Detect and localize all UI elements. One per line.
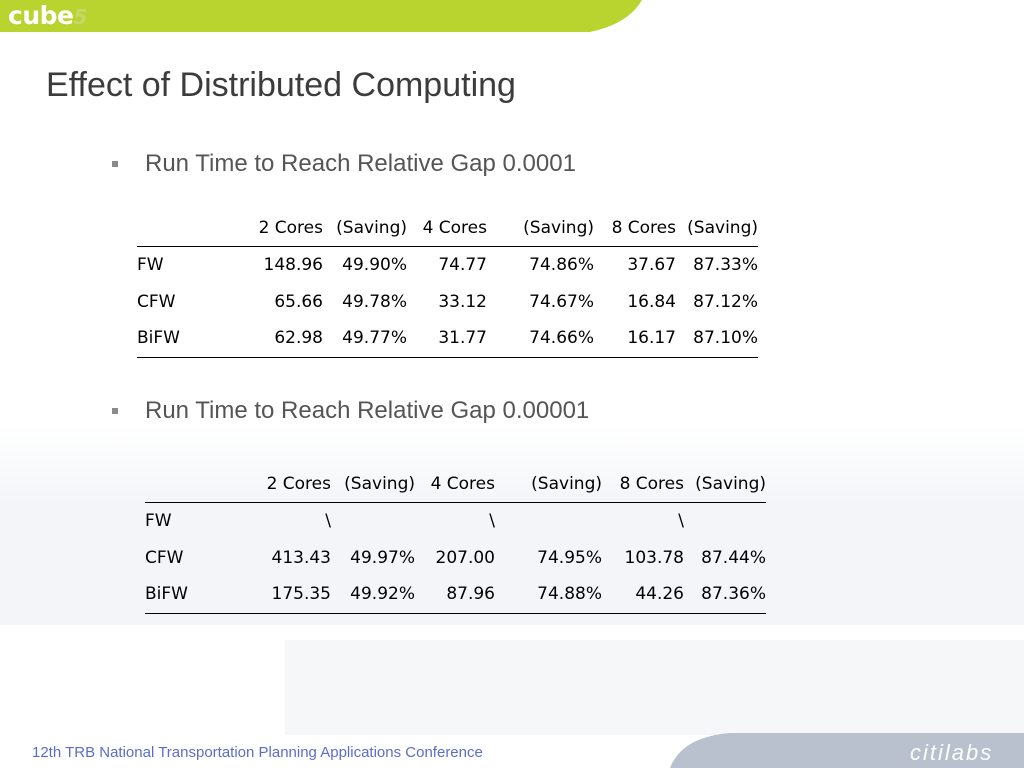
table-cell: \ <box>325 511 331 532</box>
bullet-marker-icon <box>112 161 118 167</box>
table-cell: 87.10% <box>676 320 758 358</box>
row-label: CFW <box>137 291 176 312</box>
table-cell <box>495 503 602 540</box>
table-row: BiFW 175.35 49.92% 87.96 74.88% 44.26 87… <box>145 576 766 614</box>
table-cell: 207.00 <box>435 547 495 568</box>
footer-banner <box>670 733 1024 768</box>
table-cell: 87.96 <box>415 576 495 614</box>
table-cell: 49.97% <box>350 547 415 568</box>
table-cell: 87.33% <box>693 255 758 276</box>
table-cell: 74.95% <box>537 547 602 568</box>
table-cell: 103.78 <box>624 547 684 568</box>
table-header-row: 2 Cores (Saving) 4 Cores (Saving) 8 Core… <box>137 210 758 247</box>
table-cell <box>331 503 415 540</box>
table-cell: 49.78% <box>342 291 407 312</box>
header-cell: (Saving) <box>323 210 407 247</box>
header-cell: (Saving) <box>684 466 766 503</box>
header-cell: 8 Cores <box>594 210 676 247</box>
table-row: CFW 65.66 49.78% 33.12 74.67% 16.84 87.1… <box>137 284 758 321</box>
table-cell: 74.66% <box>487 320 594 358</box>
header-cell <box>137 210 241 247</box>
table-cell: 31.77 <box>407 320 487 358</box>
logo-version: 5 <box>73 5 87 29</box>
table-cell: 87.44% <box>701 547 766 568</box>
table-cell: 16.84 <box>627 291 676 312</box>
runtime-table-gap-00001: 2 Cores (Saving) 4 Cores (Saving) 8 Core… <box>145 466 766 614</box>
table-header-row: 2 Cores (Saving) 4 Cores (Saving) 8 Core… <box>145 466 766 503</box>
header-cell: 2 Cores <box>241 210 323 247</box>
background-band-lower <box>285 640 1024 735</box>
table-cell: 74.86% <box>529 255 594 276</box>
bullet-text: Run Time to Reach Relative Gap 0.0001 <box>145 150 576 177</box>
header-cell: 8 Cores <box>602 466 684 503</box>
bullet-item-2: Run Time to Reach Relative Gap 0.00001 <box>112 397 589 425</box>
row-label: FW <box>137 255 164 276</box>
row-label: CFW <box>145 547 184 568</box>
table-cell: 49.90% <box>342 255 407 276</box>
row-label: BiFW <box>137 320 241 358</box>
header-cell <box>145 466 249 503</box>
header-cell: (Saving) <box>487 210 594 247</box>
table-cell: 65.66 <box>274 291 323 312</box>
table-cell: 148.96 <box>263 255 323 276</box>
header-banner <box>0 0 642 32</box>
bullet-marker-icon <box>112 408 118 414</box>
header-cell: (Saving) <box>495 466 602 503</box>
header-cell: 4 Cores <box>415 466 495 503</box>
table-cell: 37.67 <box>627 255 676 276</box>
conference-footer: 12th TRB National Transportation Plannin… <box>32 744 483 761</box>
citilabs-logo: citilabs <box>910 740 994 765</box>
table-row: CFW 413.43 49.97% 207.00 74.95% 103.78 8… <box>145 540 766 577</box>
header-cell: 4 Cores <box>407 210 487 247</box>
table-row: FW \ \ \ <box>145 503 766 540</box>
table-row: FW 148.96 49.90% 74.77 74.86% 37.67 87.3… <box>137 247 758 284</box>
table-row: BiFW 62.98 49.77% 31.77 74.66% 16.17 87.… <box>137 320 758 358</box>
table-cell: 74.77 <box>438 255 487 276</box>
table-cell: 175.35 <box>249 576 331 614</box>
table-cell <box>684 503 766 540</box>
cube-logo: cube5 <box>8 0 87 32</box>
row-label: BiFW <box>145 576 249 614</box>
header-cell: (Saving) <box>676 210 758 247</box>
table-cell: 49.92% <box>331 576 415 614</box>
table-cell: \ <box>678 511 684 532</box>
bullet-item-1: Run Time to Reach Relative Gap 0.0001 <box>112 150 576 178</box>
bullet-text: Run Time to Reach Relative Gap 0.00001 <box>145 397 590 424</box>
table-cell: 16.17 <box>594 320 676 358</box>
table-cell: 87.12% <box>693 291 758 312</box>
row-label: FW <box>145 511 172 532</box>
table-cell: \ <box>489 511 495 532</box>
table-cell: 413.43 <box>271 547 331 568</box>
slide-title: Effect of Distributed Computing <box>46 66 516 104</box>
logo-main: cube <box>8 1 74 30</box>
table-cell: 49.77% <box>323 320 407 358</box>
table-cell: 33.12 <box>438 291 487 312</box>
header-cell: 2 Cores <box>249 466 331 503</box>
runtime-table-gap-0001: 2 Cores (Saving) 4 Cores (Saving) 8 Core… <box>137 210 758 358</box>
table-cell: 44.26 <box>602 576 684 614</box>
table-cell: 62.98 <box>241 320 323 358</box>
table-cell: 87.36% <box>684 576 766 614</box>
table-cell: 74.67% <box>529 291 594 312</box>
header-cell: (Saving) <box>331 466 415 503</box>
table-cell: 74.88% <box>495 576 602 614</box>
